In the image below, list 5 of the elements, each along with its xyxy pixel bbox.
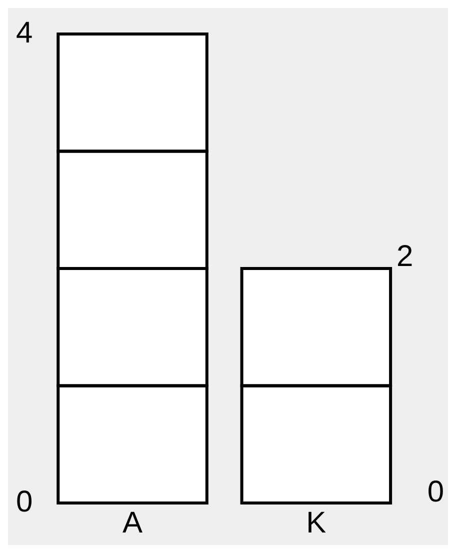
total-label: 2 [396, 240, 414, 273]
y-tick-label: 4 [16, 16, 33, 50]
x-tick-label: A [122, 506, 143, 540]
text: 0 [427, 475, 444, 508]
x-tick-label: K [306, 506, 326, 540]
